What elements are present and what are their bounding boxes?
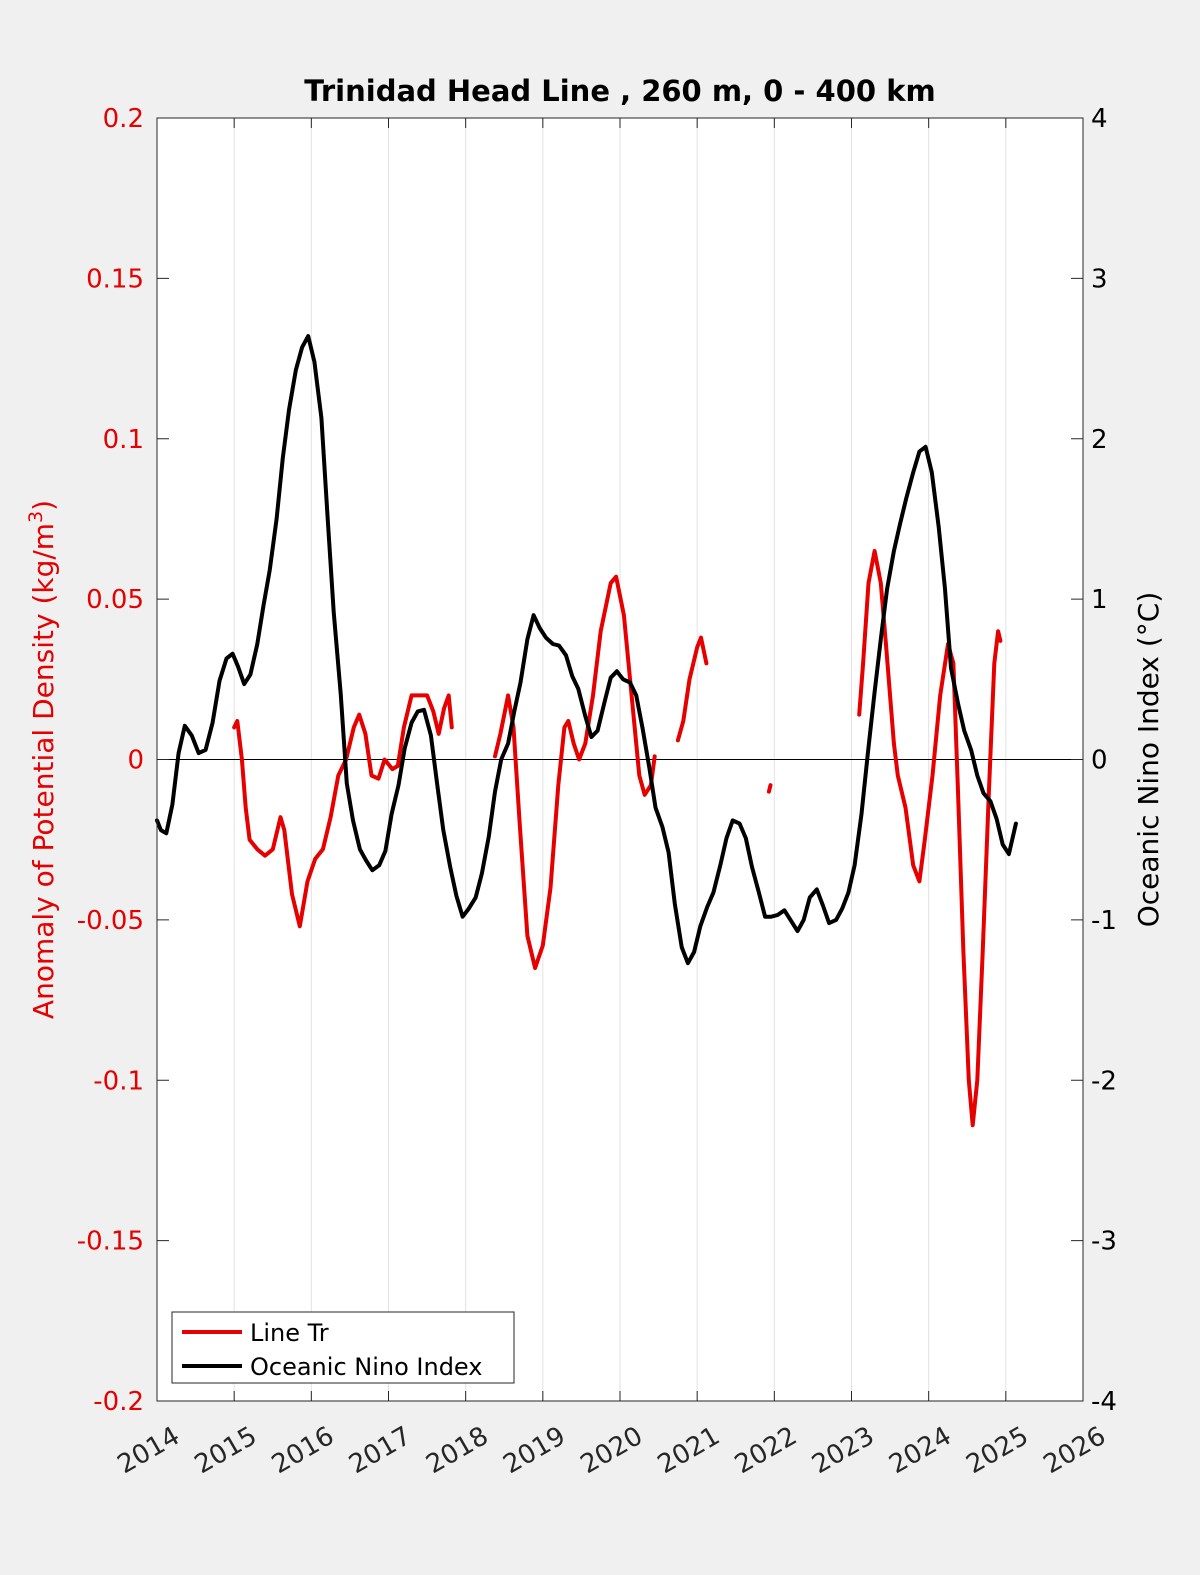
y-left-tick-label: 0	[127, 746, 144, 776]
y-right-tick-label: 2	[1091, 425, 1108, 455]
series-line-tr-segment	[857, 549, 1003, 1128]
y-right-tick-label: 4	[1091, 104, 1108, 134]
axes: 2014 2015 2016 2017 2018 2019 2020 2021 2022 2023…	[77, 104, 1117, 1480]
series-line-tr-segment	[493, 574, 657, 970]
y-left-tick-label: -0.05	[77, 906, 144, 936]
y-left-tick-label: 0.2	[103, 104, 144, 134]
x-tick-label: 2020	[576, 1421, 648, 1480]
x-tick-label: 2016	[267, 1421, 339, 1480]
y-right-tick-label: -3	[1091, 1227, 1117, 1257]
x-tick-label: 2022	[730, 1421, 802, 1480]
y-right-tick-label: 1	[1091, 585, 1108, 615]
y-right-tick-label: 3	[1091, 264, 1108, 294]
legend-label-line-tr: Line Tr	[250, 1319, 329, 1347]
series-line-tr-segment	[675, 635, 709, 743]
y-right-tick-label: -1	[1091, 906, 1117, 936]
x-tick-label: 2026	[1039, 1421, 1111, 1480]
legend: Line Tr Oceanic Nino Index	[171, 1311, 515, 1384]
x-tick-label: 2023	[807, 1421, 879, 1480]
legend-box	[171, 1311, 515, 1384]
x-tick-label: 2017	[344, 1421, 416, 1480]
y-right-tick-label: 0	[1091, 746, 1108, 776]
y-left-tick-label: -0.1	[93, 1066, 144, 1096]
y-left-tick-label: -0.2	[93, 1387, 144, 1417]
x-tick-label: 2014	[113, 1421, 185, 1480]
x-tick-label: 2018	[421, 1421, 493, 1480]
series-line-tr-segment	[766, 783, 773, 794]
x-tick-label: 2021	[653, 1421, 725, 1480]
series-layer	[155, 334, 1018, 1128]
y-right-label: Oceanic Nino Index (°C)	[1132, 592, 1165, 928]
y-left-tick-label: 0.1	[103, 425, 144, 455]
y-left-label: Anomaly of Potential Density (kg/m3)	[25, 500, 60, 1019]
x-tick-label: 2015	[190, 1421, 262, 1480]
chart-title: Trinidad Head Line , 260 m, 0 - 400 km	[304, 74, 935, 108]
y-right-tick-label: -2	[1091, 1066, 1117, 1096]
y-right-tick-label: -4	[1091, 1387, 1117, 1417]
x-tick-label: 2019	[498, 1421, 570, 1480]
y-left-tick-label: 0.15	[86, 264, 144, 294]
y-left-tick-label: 0.05	[86, 585, 144, 615]
legend-label-oni: Oceanic Nino Index	[250, 1353, 482, 1381]
series-oceanic-nino-index-line	[155, 334, 1018, 966]
x-tick-label: 2025	[961, 1421, 1033, 1480]
x-tick-label: 2024	[884, 1421, 956, 1480]
y-left-tick-label: -0.15	[77, 1227, 144, 1257]
